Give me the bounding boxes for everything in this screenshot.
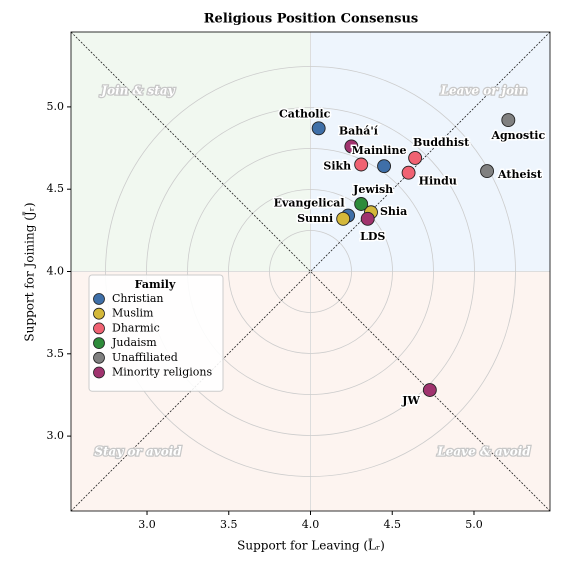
y-axis-label: Support for Joining (J̄ᵣ) xyxy=(21,202,36,341)
legend-box xyxy=(88,274,224,392)
point-label: LDS xyxy=(360,230,385,243)
quadrant-label: Join & stay xyxy=(99,84,175,98)
legend-label: Dharmic xyxy=(112,321,160,334)
ring xyxy=(228,189,393,354)
legend-marker xyxy=(93,307,105,320)
point xyxy=(480,164,495,179)
x-axis-label: Support for Leaving (L̄ᵣ) xyxy=(237,537,385,552)
chart-title: Religious Position Consensus xyxy=(204,12,419,27)
quadrant-label: Leave or join xyxy=(440,84,528,98)
quadrant-label: Leave & avoid xyxy=(436,445,531,459)
point-label: Mainline xyxy=(352,144,407,157)
legend-marker xyxy=(93,337,105,350)
ring xyxy=(105,66,516,477)
ring xyxy=(269,230,352,313)
x-tick-label: 3.0 xyxy=(138,518,156,531)
x-tick-label: 4.0 xyxy=(302,518,320,531)
quadrant-label: Stay or avoid xyxy=(94,445,182,459)
point-label: Sikh xyxy=(323,160,351,173)
point xyxy=(501,113,516,128)
point-label: Jewish xyxy=(352,183,393,196)
point xyxy=(377,159,392,174)
point-label: Bahá'í xyxy=(339,124,379,137)
y-tick-label: 3.0 xyxy=(47,429,65,442)
ring xyxy=(187,148,434,395)
x-tick-label: 4.5 xyxy=(383,518,401,531)
legend-label: Muslim xyxy=(112,307,154,320)
point xyxy=(401,165,416,180)
point-label: Buddhist xyxy=(413,136,470,149)
x-tick-label: 3.5 xyxy=(220,518,238,531)
diagonal xyxy=(70,31,551,512)
point xyxy=(360,211,375,226)
point xyxy=(354,197,369,211)
point xyxy=(354,157,369,172)
point-label: Sunni xyxy=(297,212,333,225)
legend-marker xyxy=(93,366,105,379)
point-label: Hindu xyxy=(419,175,457,188)
legend-title: Family xyxy=(135,278,176,291)
point-label: Atheist xyxy=(497,168,543,181)
legend-label: Judaism xyxy=(111,336,157,349)
point-label: Shia xyxy=(380,205,407,218)
point xyxy=(422,383,437,397)
point xyxy=(311,121,326,136)
point xyxy=(344,139,359,154)
ring xyxy=(146,107,475,436)
diagonal xyxy=(70,31,551,512)
point xyxy=(408,150,423,165)
legend-label: Christian xyxy=(112,292,164,305)
legend-marker xyxy=(93,351,105,364)
point xyxy=(336,211,351,226)
y-tick-label: 3.5 xyxy=(47,347,65,360)
y-tick-label: 5.0 xyxy=(47,100,65,113)
legend-label: Unaffiliated xyxy=(112,351,178,364)
point-label: Agnostic xyxy=(490,129,545,142)
y-tick-label: 4.0 xyxy=(47,265,65,278)
legend-label: Minority religions xyxy=(112,366,212,379)
x-tick-label: 5.0 xyxy=(465,518,483,531)
point-label: Evangelical xyxy=(274,197,345,210)
legend-marker xyxy=(93,293,105,305)
point-label: Catholic xyxy=(279,107,331,120)
y-tick-label: 4.5 xyxy=(47,182,65,195)
point-label: JW xyxy=(401,394,420,407)
legend-marker xyxy=(93,322,105,335)
